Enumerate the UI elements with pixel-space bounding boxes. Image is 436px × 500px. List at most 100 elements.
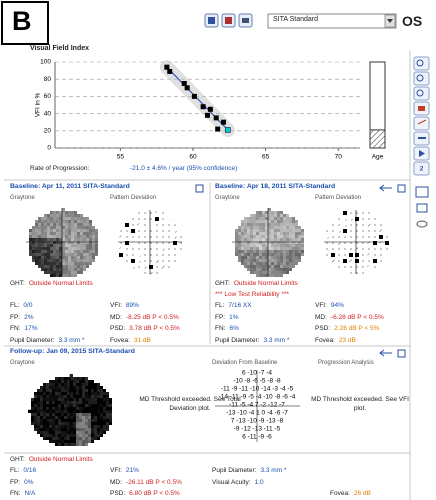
- gray-cell: [106, 416, 109, 419]
- gray-cell: [71, 226, 74, 229]
- gray-cell: [289, 265, 292, 268]
- gray-cell: [95, 229, 98, 232]
- gray-cell: [277, 226, 280, 229]
- gray-cell: [55, 395, 58, 398]
- gray-cell: [238, 238, 241, 241]
- side-toolbar[interactable]: 2: [413, 56, 430, 228]
- gray-cell: [67, 395, 70, 398]
- gray-cell: [34, 398, 37, 401]
- gray-cell: [53, 220, 56, 223]
- gray-cell: [31, 413, 34, 416]
- gray-cell: [77, 250, 80, 253]
- gray-cell: [76, 428, 79, 431]
- gray-cell: [43, 398, 46, 401]
- gray-cell: [58, 389, 61, 392]
- gray-cell: [292, 217, 295, 220]
- gray-cell: [109, 419, 112, 422]
- symbol: [350, 266, 352, 268]
- gray-cell: [79, 440, 82, 443]
- gray-cell: [274, 232, 277, 235]
- gray-cell: [67, 380, 70, 383]
- gray-cell: [46, 428, 49, 431]
- gray-cell: [37, 395, 40, 398]
- vfi-point: [191, 93, 197, 99]
- gray-cell: [46, 398, 49, 401]
- stat-value: 2%: [24, 313, 34, 321]
- gray-cell: [62, 226, 65, 229]
- gray-cell: [91, 416, 94, 419]
- symbol: [155, 211, 159, 215]
- gray-cell: [286, 220, 289, 223]
- graytone-plot: [232, 208, 304, 277]
- gray-cell: [241, 253, 244, 256]
- symbol: [362, 260, 364, 262]
- stat-value: 6%: [229, 325, 239, 332]
- symbol: [144, 242, 146, 244]
- gray-cell: [292, 247, 295, 250]
- gray-cell: [70, 401, 73, 404]
- stat-value: N/A: [24, 490, 36, 497]
- gray-cell: [76, 395, 79, 398]
- gray-cell: [91, 401, 94, 404]
- gray-cell: [253, 220, 256, 223]
- symbol: [331, 253, 335, 257]
- gray-cell: [43, 407, 46, 410]
- gray-cell: [250, 262, 253, 265]
- gray-cell: [77, 268, 80, 271]
- gray-cell: [103, 431, 106, 434]
- gray-cell: [88, 392, 91, 395]
- gray-cell: [56, 217, 59, 220]
- symbol: [344, 266, 346, 268]
- strategy-dropdown[interactable]: [267, 13, 397, 29]
- gray-cell: [85, 398, 88, 401]
- gray-cell: [268, 262, 271, 265]
- gray-cell: [244, 229, 247, 232]
- gray-cell: [256, 268, 259, 271]
- gray-cell: [74, 235, 77, 238]
- gray-cell: [49, 392, 52, 395]
- gray-cell: [268, 208, 271, 211]
- gray-cell: [44, 268, 47, 271]
- gray-cell: [58, 419, 61, 422]
- gray-cell: [76, 404, 79, 407]
- toolbar-buttons[interactable]: [204, 13, 253, 28]
- gray-cell: [64, 401, 67, 404]
- gray-cell: [77, 271, 80, 274]
- gray-cell: [58, 437, 61, 440]
- gray-cell: [244, 217, 247, 220]
- gray-cell: [74, 232, 77, 235]
- gray-cell: [82, 377, 85, 380]
- gray-cell: [83, 235, 86, 238]
- gray-cell: [68, 220, 71, 223]
- stat-label: VFI:: [315, 302, 327, 309]
- gray-cell: [70, 386, 73, 389]
- gray-cell: [103, 404, 106, 407]
- gray-cell: [241, 229, 244, 232]
- gray-cell: [262, 220, 265, 223]
- panel-heading: Graytone: [10, 195, 35, 201]
- gray-cell: [283, 217, 286, 220]
- gray-cell: [247, 241, 250, 244]
- gray-cell: [83, 217, 86, 220]
- gray-cell: [280, 232, 283, 235]
- symbol: [355, 247, 359, 251]
- gray-cell: [68, 247, 71, 250]
- gray-cell: [70, 410, 73, 413]
- gray-cell: [85, 443, 88, 446]
- gray-cell: [259, 274, 262, 277]
- edit-icons[interactable]: [195, 184, 406, 358]
- symbol: [326, 230, 328, 232]
- stat-label: VFI:: [110, 467, 122, 474]
- gray-cell: [76, 440, 79, 443]
- gray-cell: [271, 274, 274, 277]
- gray-cell: [95, 253, 98, 256]
- gray-cell: [268, 223, 271, 226]
- gray-cell: [85, 392, 88, 395]
- gray-cell: [73, 413, 76, 416]
- strategy-value[interactable]: SITA Standard: [273, 16, 319, 23]
- gray-cell: [298, 247, 301, 250]
- gray-cell: [34, 395, 37, 398]
- gray-cell: [70, 374, 73, 377]
- gray-cell: [55, 434, 58, 437]
- gray-cell: [49, 395, 52, 398]
